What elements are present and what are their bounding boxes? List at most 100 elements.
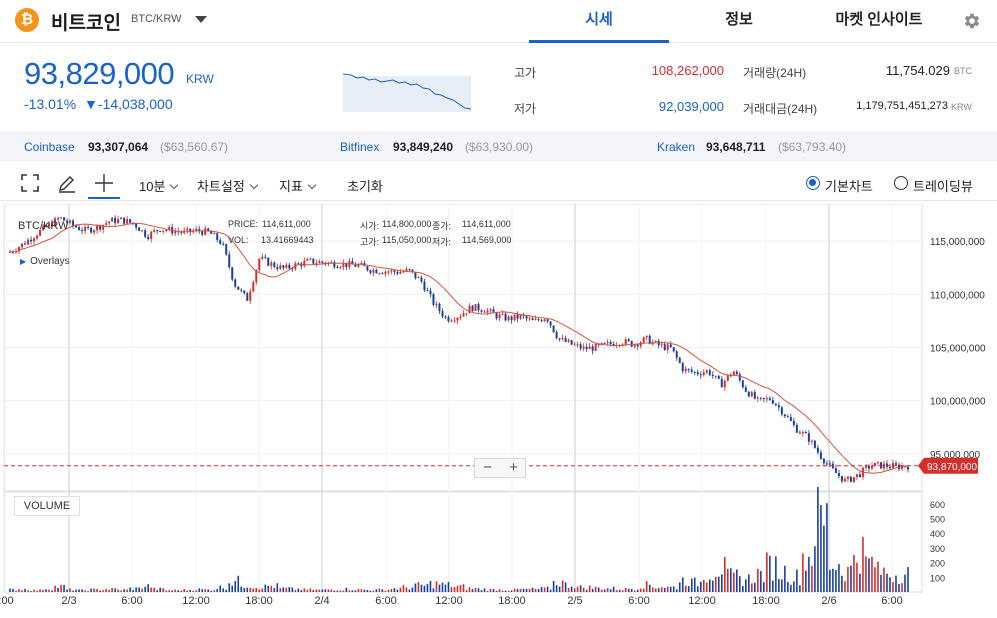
interval-select[interactable]: 10분 (139, 176, 179, 195)
volume-bar (114, 588, 116, 592)
tab-market-price[interactable]: 시세 (529, 0, 669, 43)
volume-bar (516, 588, 519, 592)
volume-bar (336, 590, 339, 592)
candle-body (747, 391, 750, 397)
candle-body (237, 286, 240, 290)
volume-bar (859, 573, 861, 592)
candle-body (435, 303, 438, 305)
zoom-in-button[interactable]: + (509, 459, 518, 476)
candle-body (840, 476, 843, 482)
fullscreen-icon[interactable] (20, 173, 40, 193)
legend-close-label: 종가: (432, 221, 452, 231)
candle-body (885, 463, 888, 467)
volume-tick-label: 600 (930, 500, 945, 510)
change-amount: ▼-14,038,000 (84, 96, 173, 112)
volume-bar (856, 562, 858, 592)
volume-bar (150, 587, 152, 592)
volume-bar (507, 590, 510, 592)
candle-body (441, 311, 444, 317)
volume-bar (168, 590, 170, 592)
candle-body (78, 227, 81, 231)
volume-bar (766, 552, 768, 592)
volume-bar (733, 572, 735, 592)
tab-market-insight[interactable]: 마켓 인사이트 (835, 11, 923, 28)
candle-body (789, 417, 792, 421)
candle-body (318, 261, 321, 264)
volume-bar (669, 586, 672, 592)
volume-bar (153, 587, 155, 592)
indicators-select[interactable]: 지표 (279, 176, 317, 195)
tradingview-label[interactable]: 트레이딩뷰 (913, 179, 973, 194)
candle-body (825, 463, 828, 465)
volume-bar (693, 577, 696, 592)
candle-body (672, 347, 675, 352)
current-price: 93,829,000 (24, 56, 175, 91)
volume-bar (829, 569, 831, 592)
moving-average-line (10, 222, 909, 474)
chart-canvas[interactable]: 115,000,000 110,000,000 105,000,000 100,000… (0, 204, 997, 618)
volume-bar (216, 588, 219, 592)
reset-button[interactable]: 초기화 (347, 179, 383, 194)
chart-settings-select[interactable]: 차트설정 (197, 176, 259, 195)
volume-bar (675, 589, 678, 592)
volume-bar (519, 589, 522, 592)
chevron-down-icon[interactable] (195, 16, 207, 23)
candle-body (741, 380, 744, 388)
overlays-toggle[interactable]: ▶ Overlays (20, 256, 70, 267)
x-tick-label: 2/4 (314, 595, 329, 607)
candle-body (255, 269, 258, 283)
volume-bar (267, 585, 270, 592)
tab-info[interactable]: 정보 (725, 11, 753, 28)
pen-icon[interactable] (57, 173, 77, 193)
volume-bar (555, 585, 558, 592)
candle-body (351, 261, 354, 265)
volume-tick-label: 300 (930, 544, 945, 554)
basic-chart-radio[interactable] (806, 176, 820, 190)
volume-bar (120, 590, 122, 592)
volume-bar (681, 577, 684, 592)
candle-body (648, 335, 651, 345)
candle-body (771, 399, 774, 404)
volume-bar (390, 588, 393, 592)
zoom-out-button[interactable]: − (483, 459, 492, 476)
candle-body (291, 268, 294, 270)
candle-body (867, 466, 870, 469)
candle-body (705, 370, 708, 373)
candle-body (306, 259, 309, 261)
candle-body (186, 228, 189, 231)
volume-bar (27, 590, 29, 592)
volume-bar (726, 568, 729, 592)
volume-bar (796, 569, 798, 592)
candle-body (297, 263, 300, 265)
price-chart[interactable]: 115,000,000 110,000,000 105,000,000 100,000… (0, 204, 997, 618)
candle-body (468, 305, 471, 314)
exchange-bitfinex[interactable]: Bitfinex (340, 140, 380, 154)
volume-bar (624, 587, 627, 592)
volume-bar (699, 581, 702, 592)
candle-body (336, 267, 339, 269)
volume-bar (474, 587, 477, 592)
volume-bar (657, 588, 660, 592)
candle-body (708, 370, 711, 375)
high-value: 108,262,000 (651, 63, 724, 78)
volume-bar (69, 588, 71, 592)
candle-body (234, 279, 237, 287)
exchange-kraken[interactable]: Kraken (657, 140, 696, 154)
candle-body (459, 316, 462, 318)
volume-bar (249, 587, 252, 592)
volume-bar (564, 582, 567, 592)
tradingview-radio[interactable] (894, 176, 908, 190)
exchange-coinbase[interactable]: Coinbase (24, 140, 75, 154)
candle-body (312, 258, 315, 264)
legend-open-label: 시가: (360, 221, 380, 231)
volume-bar (895, 575, 897, 592)
candle-body (555, 332, 558, 339)
candle-body (447, 316, 450, 322)
candle-body (165, 230, 168, 232)
gear-icon[interactable] (962, 11, 982, 31)
volume-bar (844, 581, 846, 592)
volume-bar (135, 587, 137, 592)
crosshair-icon[interactable] (94, 173, 114, 193)
basic-chart-label[interactable]: 기본차트 (825, 179, 873, 194)
volume-bar (826, 503, 828, 592)
